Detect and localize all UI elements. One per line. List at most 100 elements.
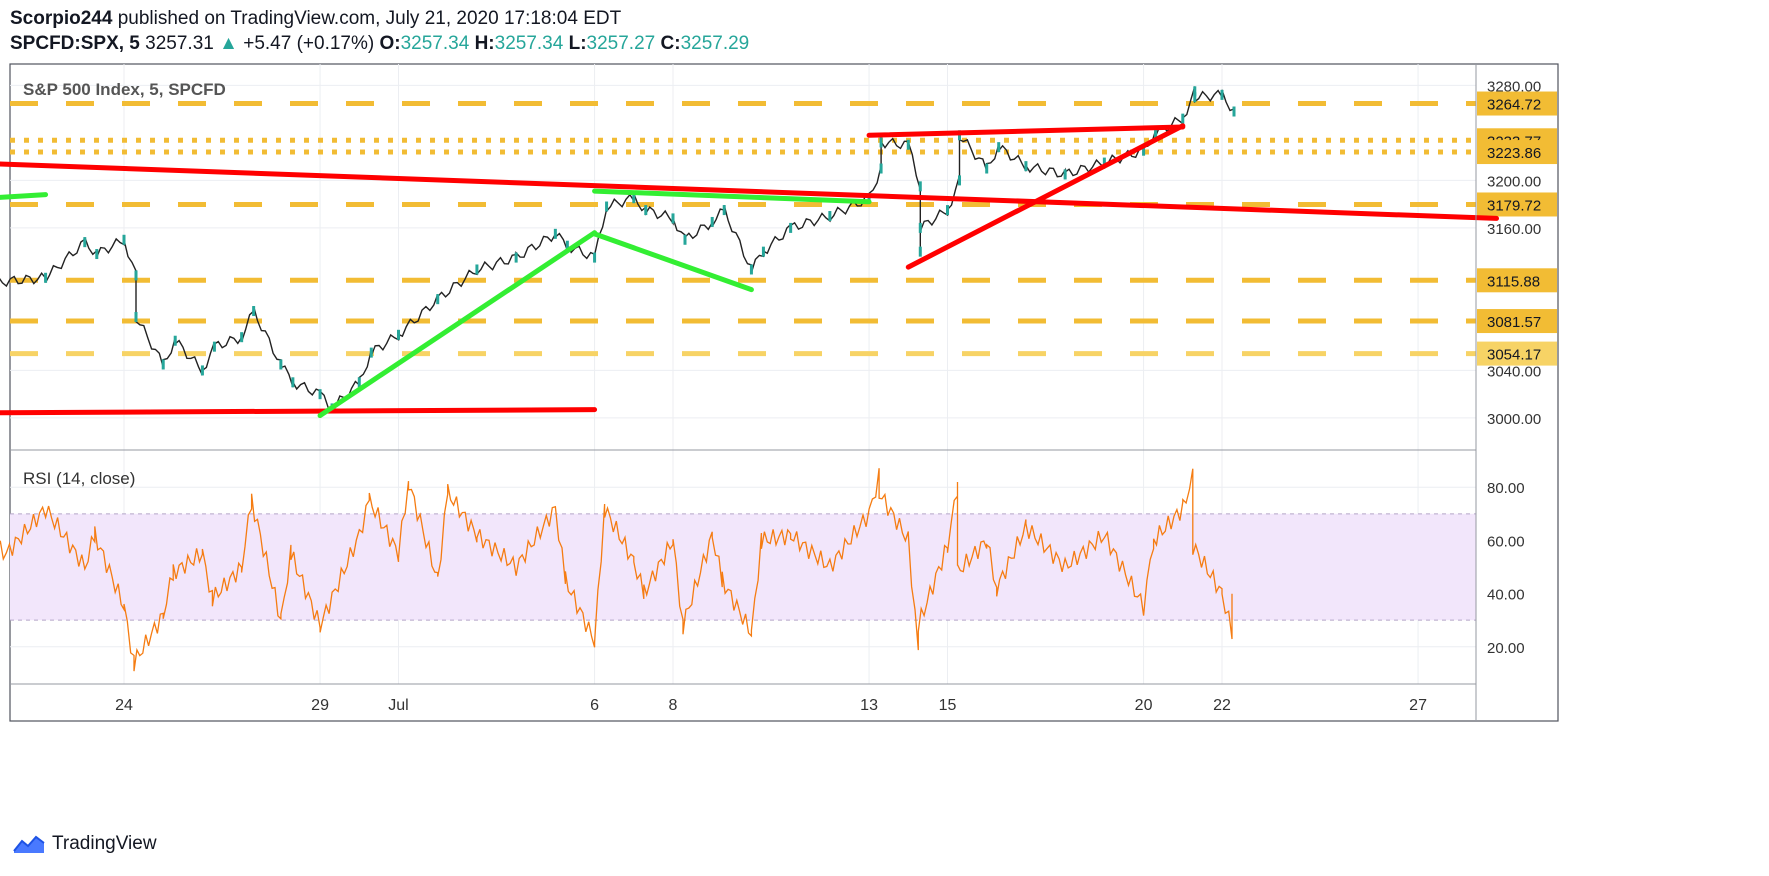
candle-marker (436, 294, 440, 305)
candle-marker (1193, 92, 1197, 103)
level-price-tag[interactable] (1477, 341, 1557, 366)
candle-marker (906, 139, 910, 150)
time-tick-label: Jul (388, 697, 408, 714)
red-trendline[interactable] (905, 123, 1186, 270)
candle-marker (475, 264, 479, 275)
rsi-tick-label: 20.00 (1487, 640, 1525, 657)
candle-marker (134, 270, 138, 281)
candle-marker (514, 252, 518, 263)
candle-marker (918, 222, 922, 233)
quote-line: SPCFD:SPX, 5 3257.31 ▲ +5.47 (+0.17%) O:… (10, 31, 749, 56)
candle-marker (761, 246, 765, 257)
candle-marker (605, 201, 609, 212)
price-tick-label: 3040.00 (1487, 363, 1541, 380)
rsi-pane-title: RSI (14, close) (23, 469, 135, 488)
green-trendline[interactable] (592, 188, 872, 205)
tradingview-logo-icon[interactable] (12, 833, 46, 855)
candle-marker (1232, 106, 1236, 117)
time-tick-label: 6 (590, 697, 599, 714)
red-trendline[interactable] (0, 161, 1499, 221)
close-value: 3257.29 (680, 33, 750, 54)
green-trendline[interactable] (592, 231, 754, 293)
candle-marker (867, 193, 871, 204)
candle-marker (918, 181, 922, 192)
candle-marker (593, 252, 597, 263)
open-label: O: (379, 33, 401, 54)
candle-marker (710, 216, 714, 227)
axes: 24 29 Jul 6 8 13 15 20 22 27 3280.00 3200.00 3160.00… (115, 78, 1541, 714)
candle-marker (565, 240, 569, 251)
candle-marker (946, 205, 949, 216)
symbol-label: SPCFD:SPX, 5 (10, 33, 140, 54)
chart-frame (9, 63, 1559, 722)
level-price-tag[interactable] (1477, 140, 1557, 165)
price-tick-label: 3200.00 (1487, 173, 1541, 190)
price-change: +5.47 (+0.17%) (243, 33, 375, 54)
open-value: 3257.34 (400, 33, 470, 54)
chart-header: Scorpio244 published on TradingView.com,… (10, 6, 749, 56)
rsi-line (0, 468, 1233, 672)
candle-marker (122, 234, 126, 245)
footer: TradingView (12, 833, 157, 855)
level-price-label: 3054.17 (1487, 347, 1541, 364)
footer-brand[interactable]: TradingView (52, 833, 157, 854)
candle-marker (1024, 161, 1028, 172)
price-pane-title: S&P 500 Index, 5, SPCFD (23, 80, 226, 99)
time-tick-label: 29 (311, 697, 329, 714)
time-tick-label: 13 (860, 697, 878, 714)
candle-marker (212, 341, 216, 352)
candle-marker (1193, 86, 1197, 97)
candle-marker (553, 228, 557, 239)
candle-marker (161, 359, 165, 370)
level-price-label: 3115.88 (1487, 273, 1540, 290)
publish-line: Scorpio244 published on TradingView.com,… (10, 6, 749, 31)
candle-marker (200, 365, 204, 376)
high-value: 3257.34 (494, 33, 564, 54)
candle-marker (985, 163, 989, 174)
publish-info: published on TradingView.com, July 21, 2… (117, 8, 622, 29)
red-trendline[interactable] (0, 407, 598, 416)
price-tick-label: 3280.00 (1487, 78, 1541, 95)
time-tick-label: 8 (669, 697, 678, 714)
candle-marker (252, 306, 256, 317)
candle-marker (1142, 145, 1146, 156)
author-name[interactable]: Scorpio244 (10, 8, 113, 29)
red-trendline[interactable] (866, 124, 1186, 138)
candle-marker (134, 311, 138, 322)
horizontal-levels[interactable]: 3264.723233.773223.863179.723115.883081.… (10, 91, 1557, 366)
low-label: L: (568, 33, 587, 54)
up-triangle-icon: ▲ (219, 33, 238, 54)
level-price-tag[interactable] (1477, 91, 1557, 116)
candle-marker (918, 246, 922, 257)
price-tick-label: 3160.00 (1487, 221, 1541, 238)
candle-marker (1102, 157, 1106, 168)
candle-marker (357, 377, 361, 388)
level-price-tag[interactable] (1477, 192, 1557, 217)
candle-marker (671, 213, 675, 224)
candle-marker (1220, 89, 1224, 100)
level-price-tag[interactable] (1477, 268, 1557, 293)
time-tick-label: 22 (1213, 697, 1231, 714)
candle-marker (644, 205, 648, 216)
candle-marker (958, 175, 961, 186)
green-trendline[interactable] (0, 192, 49, 202)
price-series (0, 86, 1236, 414)
time-tick-label: 20 (1135, 697, 1153, 714)
level-price-tag[interactable] (1477, 309, 1557, 334)
green-trendline[interactable] (317, 230, 598, 419)
price-tick-label: 3000.00 (1487, 411, 1541, 428)
candle-marker (997, 142, 1001, 153)
candle-marker (279, 359, 283, 370)
candle-marker (95, 249, 99, 260)
candle-marker (44, 272, 48, 283)
candle-marker (683, 234, 687, 245)
rsi-band (10, 513, 1476, 621)
candle-marker (291, 377, 295, 388)
rsi-series (0, 468, 1233, 672)
time-tick-label: 24 (115, 697, 133, 714)
trendlines[interactable] (0, 123, 1499, 419)
candle-marker (632, 193, 636, 204)
last-price: 3257.31 (145, 33, 214, 54)
high-label: H: (474, 33, 495, 54)
